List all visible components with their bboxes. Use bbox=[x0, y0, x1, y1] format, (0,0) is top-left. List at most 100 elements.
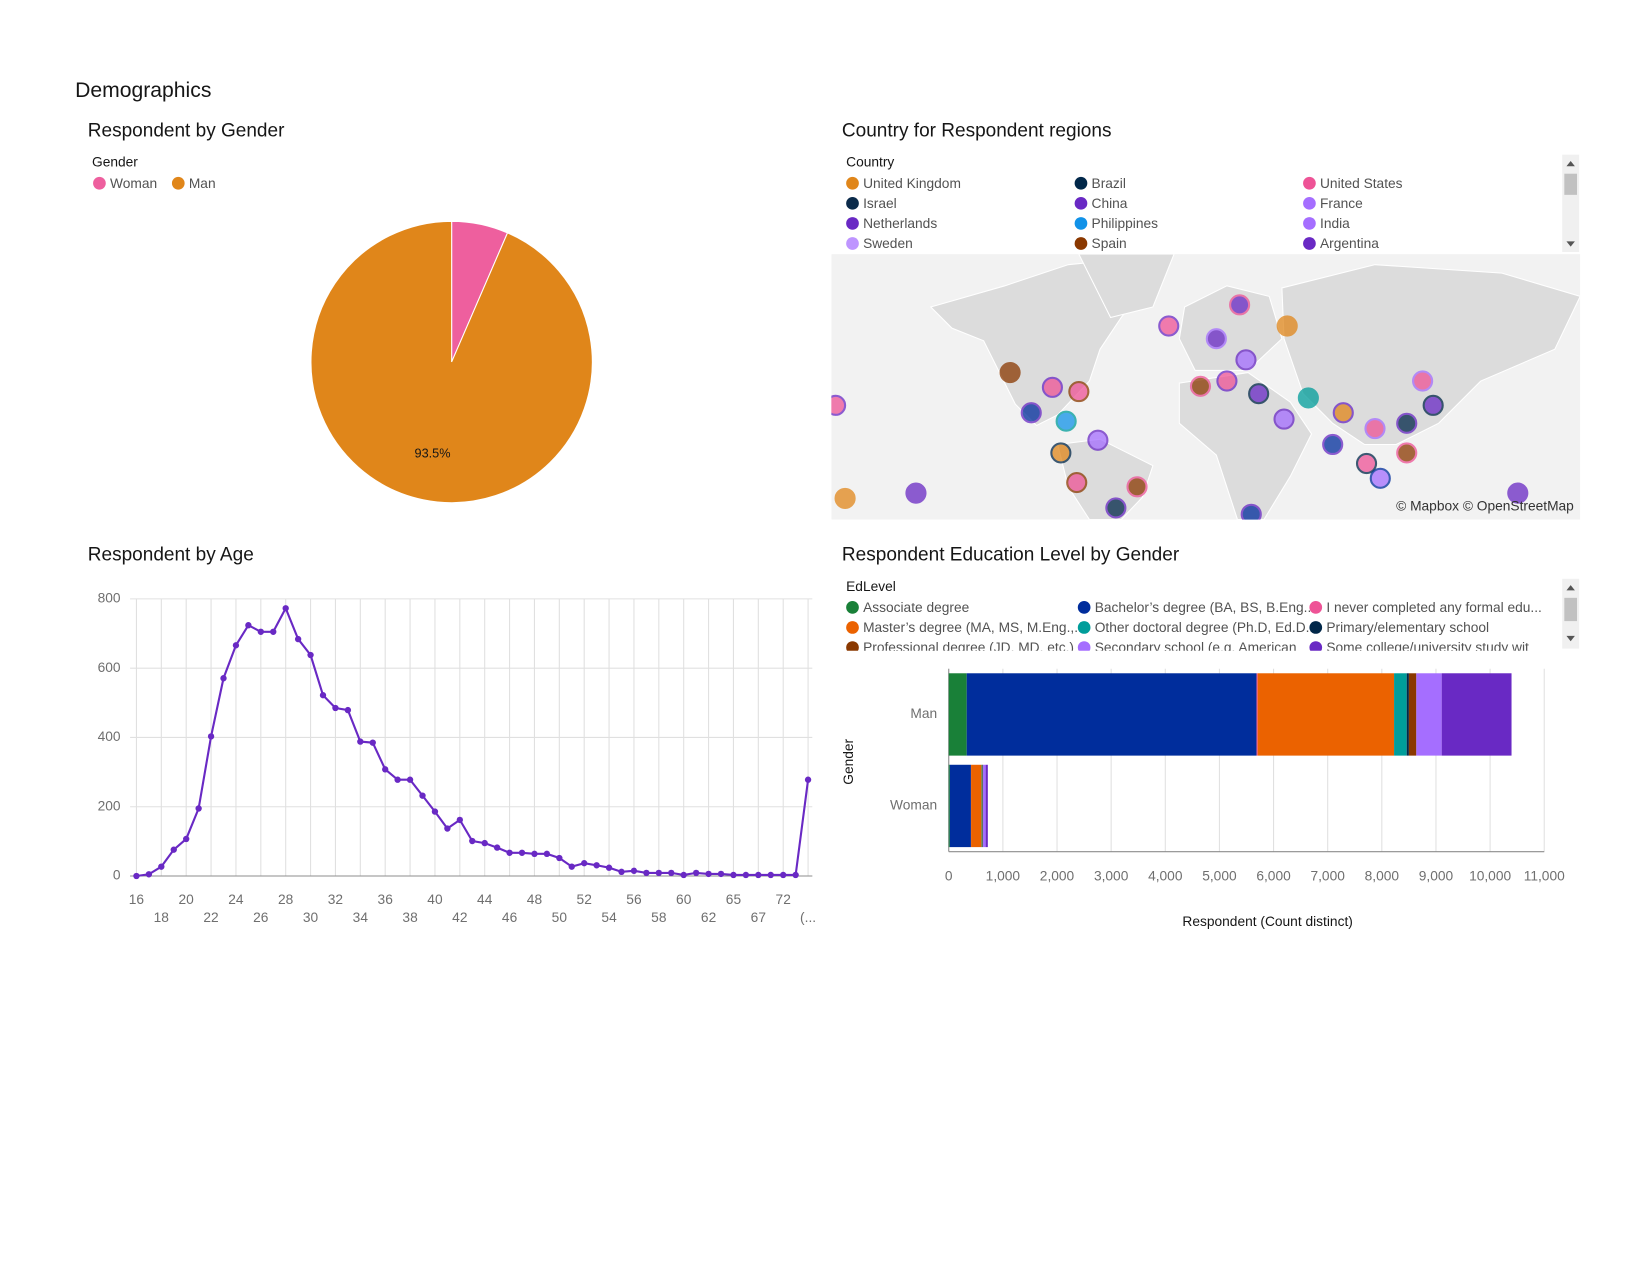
x-tick-label: 22 bbox=[203, 910, 218, 925]
land bbox=[1178, 371, 1313, 520]
point bbox=[319, 692, 327, 699]
legend-label: Master’s degree (MA, MS, M.Eng.,... bbox=[863, 620, 1086, 635]
map-marker bbox=[1235, 349, 1257, 371]
legend-swatch bbox=[1077, 601, 1091, 614]
point bbox=[207, 733, 215, 740]
point bbox=[369, 739, 376, 746]
point bbox=[630, 867, 638, 874]
point bbox=[195, 805, 202, 812]
bar-segment bbox=[1408, 673, 1417, 756]
x-tick-label: 5,000 bbox=[1202, 869, 1237, 884]
map-marker bbox=[1041, 376, 1063, 398]
bar-segment bbox=[1406, 673, 1409, 756]
point bbox=[444, 825, 451, 832]
scroll-thumb[interactable] bbox=[1564, 173, 1578, 195]
point bbox=[742, 871, 750, 879]
x-tick-label: 24 bbox=[228, 892, 244, 907]
bar-segment bbox=[982, 764, 986, 848]
legend-swatch bbox=[846, 237, 859, 250]
map-marker bbox=[1240, 503, 1262, 520]
legend-swatch bbox=[846, 176, 859, 190]
point bbox=[145, 871, 153, 878]
point bbox=[282, 605, 289, 612]
map-marker bbox=[1396, 412, 1418, 434]
x-tick-label: 54 bbox=[601, 910, 617, 925]
y-tick-label: 0 bbox=[113, 868, 121, 883]
point bbox=[543, 850, 551, 858]
map-marker bbox=[1364, 418, 1386, 440]
x-tick-label: 3,000 bbox=[1094, 869, 1129, 884]
x-tick-label: 38 bbox=[402, 910, 418, 925]
point bbox=[680, 871, 687, 879]
x-axis-label: Respondent (Count distinct) bbox=[1182, 914, 1352, 929]
map-marker bbox=[1355, 452, 1378, 475]
legend-swatch bbox=[171, 176, 185, 190]
legend-swatch bbox=[846, 621, 859, 634]
x-tick-label: 32 bbox=[328, 892, 343, 907]
legend-label: Israel bbox=[863, 196, 897, 211]
point bbox=[531, 850, 538, 858]
x-tick-label: 28 bbox=[278, 892, 294, 907]
legend-label: Associate degree bbox=[863, 600, 970, 615]
bar-segment bbox=[981, 764, 983, 848]
point bbox=[618, 868, 625, 876]
legend: Associate degree Bachelor’s degree (BA, B… bbox=[846, 600, 1542, 655]
legend-swatch bbox=[1074, 176, 1088, 190]
x-tick-label: 16 bbox=[129, 892, 145, 907]
chart-title: Respondent Education Level by Gender bbox=[842, 545, 1180, 566]
map-marker bbox=[1087, 429, 1109, 451]
legend-swatch bbox=[1074, 196, 1088, 210]
x-tick-label: 26 bbox=[253, 910, 269, 925]
land bbox=[1057, 438, 1154, 520]
map-marker bbox=[905, 482, 927, 504]
legend-swatch bbox=[1303, 237, 1316, 250]
map-marker bbox=[1369, 467, 1391, 489]
x-tick-label: 34 bbox=[353, 910, 369, 925]
legend-swatch bbox=[1077, 621, 1091, 634]
point bbox=[692, 869, 700, 877]
legend-title: Gender bbox=[92, 155, 138, 170]
x-tick-label: 6,000 bbox=[1256, 869, 1291, 884]
point bbox=[431, 808, 439, 815]
point bbox=[581, 860, 588, 867]
map: © Mapbox © OpenStreetMap bbox=[831, 254, 1581, 520]
point bbox=[717, 870, 725, 878]
bar-segment bbox=[985, 764, 988, 848]
map-marker bbox=[1216, 370, 1238, 392]
legend-swatch bbox=[1077, 641, 1091, 651]
map-attribution: © Mapbox © OpenStreetMap bbox=[1396, 499, 1574, 514]
x-tick-label: 56 bbox=[626, 892, 642, 907]
map-marker bbox=[1332, 402, 1354, 424]
map-marker bbox=[1297, 387, 1319, 409]
x-tick-label: 52 bbox=[577, 892, 592, 907]
bar-segment bbox=[1394, 673, 1407, 756]
bar-segment bbox=[949, 764, 971, 848]
legend-label: Some college/university study wit bbox=[1326, 640, 1529, 655]
point bbox=[643, 869, 650, 877]
point bbox=[568, 863, 575, 870]
legend-swatch bbox=[846, 601, 859, 614]
x-tick-label: 10,000 bbox=[1469, 869, 1511, 884]
scroll-thumb[interactable] bbox=[1564, 597, 1578, 622]
point bbox=[245, 622, 252, 629]
y-axis-label: Gender bbox=[841, 738, 856, 784]
legend-swatch bbox=[1074, 217, 1088, 230]
x-tick-label: 50 bbox=[552, 910, 568, 925]
legend-label: Netherlands bbox=[863, 216, 937, 231]
x-tick-label: 42 bbox=[452, 910, 467, 925]
map-marker bbox=[1105, 497, 1127, 519]
point bbox=[158, 863, 165, 870]
map-marker bbox=[1020, 402, 1042, 424]
data-label: 93.5% bbox=[415, 447, 451, 461]
legend-label: United Kingdom bbox=[863, 176, 961, 191]
bar-segment bbox=[948, 673, 967, 756]
scroll-track bbox=[1562, 154, 1580, 252]
chart-title: Respondent by Gender bbox=[88, 120, 285, 141]
x-tick-label: 62 bbox=[701, 910, 716, 925]
chart-title: Country for Respondent regions bbox=[842, 120, 1112, 141]
map-marker bbox=[1189, 375, 1212, 397]
point bbox=[705, 870, 712, 878]
legend-swatch bbox=[1303, 196, 1316, 210]
point bbox=[730, 871, 737, 879]
